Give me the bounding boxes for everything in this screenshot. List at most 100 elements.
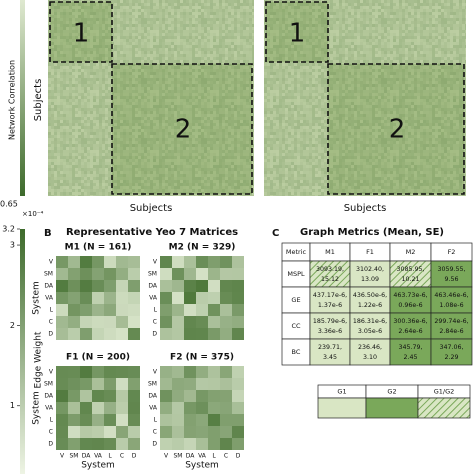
yeo-cell (172, 402, 184, 414)
yeo-cell (92, 256, 104, 268)
yeo-cell (220, 426, 232, 438)
yeo-cell (220, 378, 232, 390)
yeo-cell (208, 256, 220, 268)
value-text: 3085.95, (396, 266, 424, 273)
yeo-cell (232, 304, 244, 316)
yeo-cell (208, 426, 220, 438)
system-label: SM (148, 381, 157, 388)
yeo-cell (172, 268, 184, 280)
system-label: L (154, 417, 158, 424)
block-label: 1 (289, 19, 306, 49)
yeo-cell (172, 378, 184, 390)
legend-label: G2 (387, 388, 396, 396)
yeo-cell (220, 438, 232, 450)
system-label: D (236, 453, 241, 460)
system-label: DA (82, 453, 92, 460)
yeo-cell (220, 390, 232, 402)
system-label: SM (148, 271, 157, 278)
yeo-cell (172, 426, 184, 438)
yeo-cell (232, 280, 244, 292)
legend-label: G1 (337, 388, 346, 396)
yeo-cell (160, 414, 172, 426)
value-cell (309, 312, 351, 340)
yeo-cell (220, 268, 232, 280)
metric-cell (281, 286, 311, 314)
block-outline (111, 63, 253, 195)
yeo-cell (92, 366, 104, 378)
yeo-cell (172, 390, 184, 402)
yeo-cell (104, 292, 116, 304)
yeo-cell (220, 328, 232, 340)
value-text: 345.79, (398, 344, 422, 351)
value-text: 185.79e-6, (313, 318, 347, 325)
system-label: DA (148, 393, 158, 400)
yeo-cell (208, 316, 220, 328)
yeo-cell (92, 328, 104, 340)
yeo-cell (68, 390, 80, 402)
block-label: 2 (175, 115, 192, 145)
yeo-cell (128, 390, 140, 402)
system-label: C (49, 319, 53, 326)
yeo-cell (232, 402, 244, 414)
yeo-cell (56, 256, 68, 268)
panel-title: Graph Metrics (Mean, SE) (300, 227, 444, 238)
matrix-title: M2 (N = 329) (169, 243, 236, 253)
yeo-cell (196, 390, 208, 402)
value-cell (430, 338, 473, 366)
yeo-cell (128, 328, 140, 340)
matrix-title: M1 (N = 161) (65, 243, 132, 253)
yeo-cell (104, 378, 116, 390)
yeo-cell (92, 426, 104, 438)
yeo-cell (56, 390, 68, 402)
yeo-cell (172, 316, 184, 328)
value-text: 347.06, (439, 344, 463, 351)
yeo-cell (116, 292, 128, 304)
colorbar-label: Network Correlation (8, 60, 17, 140)
panel-letter: C (272, 228, 279, 239)
axis-label: Subjects (33, 79, 44, 122)
colorbar-min-label: 0.65 (0, 200, 18, 209)
yeo-cell (232, 268, 244, 280)
block-outline (327, 63, 465, 195)
yeo-cell (220, 256, 232, 268)
value-text: 436.50e-6, (353, 292, 387, 299)
yeo-cell (172, 414, 184, 426)
yeo-cell (232, 390, 244, 402)
yeo-cell (196, 438, 208, 450)
yeo-cell (68, 438, 80, 450)
system-label: VA (149, 295, 158, 302)
yeo-cell (160, 402, 172, 414)
yeo-cell (232, 414, 244, 426)
yeo-cell (104, 438, 116, 450)
system-label: D (48, 441, 53, 448)
colorbar-edge (20, 229, 25, 474)
yeo-cell (128, 268, 140, 280)
value-text: 1.22e-6 (358, 302, 382, 309)
colorbar-network (20, 0, 25, 196)
yeo-cell (208, 304, 220, 316)
yeo-cell (104, 426, 116, 438)
yeo-cell (160, 256, 172, 268)
yeo-cell (128, 292, 140, 304)
value-cell (349, 286, 391, 314)
yeo-cell (232, 366, 244, 378)
yeo-cell (116, 256, 128, 268)
value-text: 2.84e-6 (439, 328, 463, 335)
yeo-cell (68, 316, 80, 328)
yeo-cell (160, 316, 172, 328)
yeo-cell (80, 426, 92, 438)
yeo-cell (80, 378, 92, 390)
yeo-cell (128, 366, 140, 378)
colorbar-tick-label: 3 (10, 241, 15, 250)
yeo-cell (116, 280, 128, 292)
yeo-cell (220, 366, 232, 378)
value-text: 2.64e-6 (398, 328, 422, 335)
yeo-cell (208, 378, 220, 390)
yeo-cell (80, 402, 92, 414)
system-label: VA (45, 295, 54, 302)
yeo-cell (80, 268, 92, 280)
yeo-cell (232, 378, 244, 390)
yeo-cell (208, 390, 220, 402)
yeo-cell (172, 304, 184, 316)
yeo-cell (172, 366, 184, 378)
